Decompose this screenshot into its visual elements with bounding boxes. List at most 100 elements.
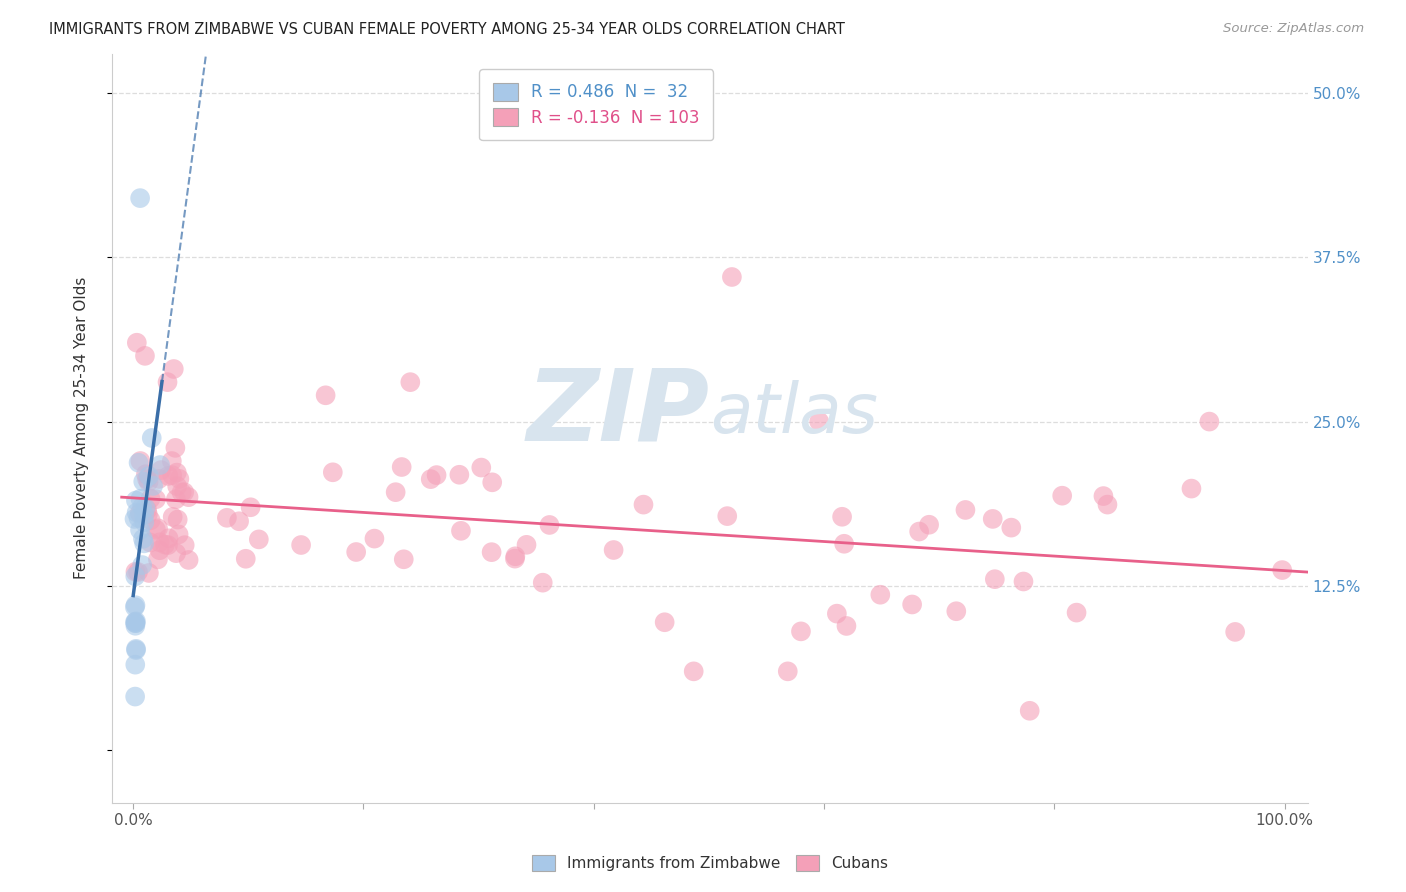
Point (124, 615, 146, 630)
Point (169, 472, 191, 486)
Point (419, 472, 441, 486)
Point (124, 512, 146, 526)
Point (215, 510, 238, 524)
Y-axis label: Female Poverty Among 25-34 Year Olds: Female Poverty Among 25-34 Year Olds (75, 277, 89, 579)
Text: atlas: atlas (710, 380, 877, 447)
Point (384, 485, 406, 500)
Point (142, 479, 165, 493)
Point (776, 665, 799, 679)
Point (148, 472, 170, 486)
Point (132, 475, 155, 489)
Point (125, 335, 148, 350)
Point (165, 546, 187, 560)
Point (716, 509, 738, 524)
Point (157, 531, 180, 545)
Point (503, 551, 526, 566)
Point (160, 454, 183, 468)
Point (167, 527, 190, 541)
Point (139, 491, 162, 506)
Point (160, 468, 183, 483)
Point (1092, 489, 1115, 503)
Point (173, 538, 195, 552)
Point (831, 509, 853, 524)
Point (1018, 704, 1040, 718)
Point (399, 375, 422, 389)
Point (131, 500, 153, 514)
Point (138, 566, 160, 580)
Point (901, 598, 924, 612)
Point (165, 441, 187, 455)
Point (239, 500, 262, 515)
Point (869, 588, 891, 602)
Point (128, 506, 150, 520)
Point (157, 469, 180, 483)
Point (149, 543, 172, 558)
Point (908, 524, 931, 539)
Point (918, 517, 941, 532)
Point (129, 523, 152, 537)
Point (247, 533, 270, 547)
Point (1097, 498, 1119, 512)
Point (682, 665, 704, 679)
Point (515, 538, 537, 552)
Point (150, 463, 173, 477)
Point (633, 498, 655, 512)
Point (984, 572, 1007, 586)
Point (166, 512, 188, 526)
Point (721, 270, 744, 285)
Point (134, 349, 156, 363)
Point (153, 538, 176, 552)
Point (392, 552, 415, 566)
Point (125, 506, 148, 520)
Point (1000, 521, 1022, 535)
Point (835, 619, 858, 633)
Point (124, 619, 146, 633)
Point (391, 460, 413, 475)
Point (363, 532, 385, 546)
Point (127, 511, 149, 525)
Point (139, 535, 162, 549)
Point (1066, 606, 1088, 620)
Point (128, 456, 150, 470)
Point (1050, 489, 1073, 503)
Point (156, 375, 179, 389)
Point (138, 469, 160, 483)
Point (290, 538, 312, 552)
Point (129, 454, 152, 468)
Point (654, 615, 676, 630)
Text: Source: ZipAtlas.com: Source: ZipAtlas.com (1223, 22, 1364, 36)
Point (315, 388, 337, 402)
Point (945, 604, 967, 618)
Point (166, 479, 188, 493)
Point (129, 191, 152, 205)
Point (1180, 482, 1202, 496)
Point (129, 491, 152, 506)
Point (1223, 624, 1246, 639)
Point (132, 532, 155, 546)
Point (134, 536, 156, 550)
Point (124, 598, 146, 612)
Point (136, 472, 159, 486)
Point (163, 362, 186, 376)
Point (228, 514, 250, 528)
Point (538, 518, 561, 533)
Point (344, 545, 367, 559)
Point (531, 575, 554, 590)
Point (124, 657, 146, 672)
Point (125, 493, 148, 508)
Point (505, 549, 527, 564)
Point (790, 624, 813, 639)
Point (146, 521, 169, 535)
Point (124, 615, 146, 629)
Text: ZIP: ZIP (527, 365, 710, 462)
Point (165, 492, 187, 507)
Point (981, 512, 1004, 526)
Point (450, 524, 472, 538)
Point (808, 415, 831, 429)
Point (124, 600, 146, 615)
Point (136, 508, 159, 522)
Point (449, 467, 471, 482)
Point (125, 615, 148, 629)
Point (177, 490, 200, 504)
Point (146, 552, 169, 566)
